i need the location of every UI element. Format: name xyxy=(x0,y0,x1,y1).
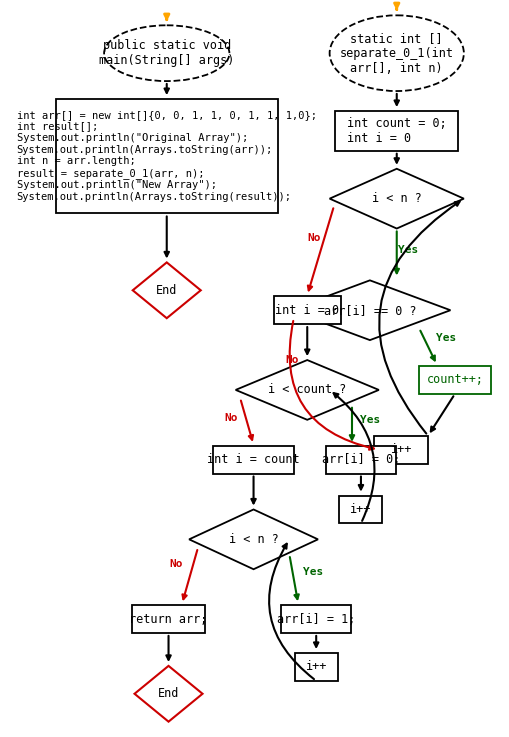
Text: return arr;: return arr; xyxy=(129,612,207,626)
Text: No: No xyxy=(168,559,182,569)
Text: Yes: Yes xyxy=(303,567,323,577)
FancyBboxPatch shape xyxy=(132,605,205,633)
Text: arr[i] = 0;: arr[i] = 0; xyxy=(321,453,400,467)
Text: Yes: Yes xyxy=(359,415,379,425)
FancyBboxPatch shape xyxy=(294,653,337,681)
Text: public static void
main(String[] args): public static void main(String[] args) xyxy=(99,39,234,67)
Text: Yes: Yes xyxy=(435,333,455,343)
FancyBboxPatch shape xyxy=(273,296,340,324)
Text: arr[i] = 1;: arr[i] = 1; xyxy=(276,612,355,626)
Text: End: End xyxy=(156,284,177,297)
Text: int count = 0;
int i = 0: int count = 0; int i = 0 xyxy=(346,117,446,145)
FancyBboxPatch shape xyxy=(334,111,458,151)
Text: End: End xyxy=(157,688,179,700)
Text: i++: i++ xyxy=(350,503,371,516)
Text: i < count ?: i < count ? xyxy=(268,383,346,397)
FancyBboxPatch shape xyxy=(281,605,350,633)
FancyBboxPatch shape xyxy=(325,446,395,474)
Text: No: No xyxy=(307,234,321,243)
Text: i < n ?: i < n ? xyxy=(228,533,278,546)
Text: static int []
separate_0_1(int
arr[], int n): static int [] separate_0_1(int arr[], in… xyxy=(339,32,453,74)
FancyBboxPatch shape xyxy=(339,495,382,523)
Text: int arr[] = new int[]{0, 0, 1, 1, 0, 1, 1, 1,0};
int result[];
System.out.printl: int arr[] = new int[]{0, 0, 1, 1, 0, 1, … xyxy=(17,110,316,202)
Text: arr[i] == 0 ?: arr[i] == 0 ? xyxy=(323,304,415,317)
FancyBboxPatch shape xyxy=(55,99,277,213)
FancyBboxPatch shape xyxy=(374,436,427,464)
FancyBboxPatch shape xyxy=(213,446,293,474)
Text: i < n ?: i < n ? xyxy=(371,192,421,205)
Text: No: No xyxy=(285,355,298,365)
FancyBboxPatch shape xyxy=(418,366,490,394)
Text: i++: i++ xyxy=(390,443,411,456)
Text: int i = count: int i = count xyxy=(207,453,299,467)
Text: count++;: count++; xyxy=(426,374,483,386)
Text: i++: i++ xyxy=(305,660,326,674)
Text: Yes: Yes xyxy=(398,245,418,256)
Text: int i = 0: int i = 0 xyxy=(275,304,338,317)
Text: No: No xyxy=(224,413,238,423)
